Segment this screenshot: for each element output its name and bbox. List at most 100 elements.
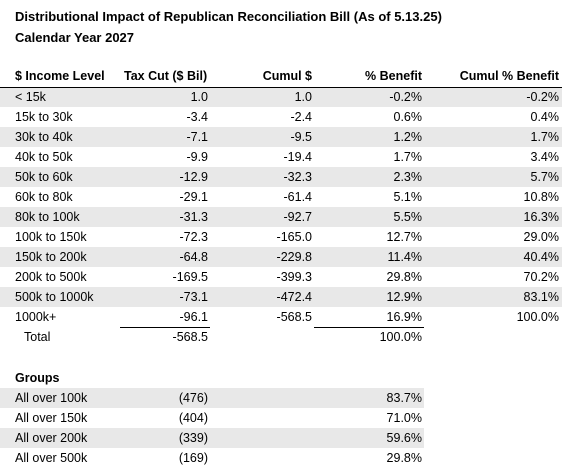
cell-income-level[interactable]: 1000k+: [15, 310, 57, 324]
group-tax-cut[interactable]: (169): [178, 451, 208, 465]
cell-pct-benefit[interactable]: 1.7%: [393, 150, 423, 164]
cell-income-level[interactable]: 500k to 1000k: [0, 287, 120, 307]
cell-pct-benefit[interactable]: 16.9%: [314, 307, 424, 328]
cell-tax-cut[interactable]: -12.9: [120, 167, 210, 187]
cell-income-level[interactable]: 60k to 80k: [15, 190, 73, 204]
cell-cumul-pct-benefit[interactable]: 40.4%: [424, 247, 562, 267]
cell[interactable]: [210, 388, 314, 408]
group-tax-cut[interactable]: (339): [120, 428, 210, 448]
total-label[interactable]: Total: [24, 330, 51, 344]
cell[interactable]: [210, 408, 314, 428]
cell[interactable]: [424, 408, 562, 428]
cell-cumul-dollars[interactable]: -19.4: [283, 150, 313, 164]
table-row: 80k to 100k -31.3 -92.7 5.5% 16.3%: [0, 207, 574, 227]
cell-tax-cut[interactable]: 1.0: [120, 87, 210, 107]
header-tax-cut[interactable]: Tax Cut ($ Bil): [120, 66, 210, 88]
cell-income-level[interactable]: 100k to 150k: [15, 230, 87, 244]
cell-cumul-dollars[interactable]: -32.3: [210, 167, 314, 187]
cell-pct-benefit[interactable]: 12.9%: [314, 287, 424, 307]
report-subtitle: Calendar Year 2027: [15, 30, 135, 45]
cell-tax-cut[interactable]: -72.3: [179, 230, 209, 244]
groups-heading[interactable]: Groups: [15, 371, 60, 385]
group-benefit[interactable]: 71.0%: [386, 411, 422, 425]
cell-cumul-pct-benefit[interactable]: 83.1%: [424, 287, 562, 307]
cell[interactable]: [314, 368, 424, 388]
cell[interactable]: [424, 448, 562, 468]
cell-cumul-dollars[interactable]: -399.3: [276, 270, 312, 284]
cell-pct-benefit[interactable]: -0.2%: [314, 87, 424, 107]
cell[interactable]: [424, 368, 562, 388]
group-tax-cut[interactable]: (476): [120, 388, 210, 408]
group-tax-cut[interactable]: (404): [178, 411, 208, 425]
cell-income-level[interactable]: 30k to 40k: [0, 127, 120, 147]
cell-cumul-pct-benefit[interactable]: 1.7%: [424, 127, 562, 147]
cell-income-level[interactable]: 50k to 60k: [0, 167, 120, 187]
cell-cumul-dollars[interactable]: -2.4: [290, 110, 312, 124]
cell-pct-benefit[interactable]: 5.5%: [314, 207, 424, 227]
cell-cumul-pct-benefit[interactable]: 16.3%: [424, 207, 562, 227]
cell[interactable]: [424, 327, 562, 347]
cell-tax-cut[interactable]: -9.9: [186, 150, 208, 164]
cell-cumul-pct-benefit[interactable]: 5.7%: [424, 167, 562, 187]
cell-cumul-dollars[interactable]: -92.7: [210, 207, 314, 227]
cell-cumul-dollars[interactable]: -229.8: [210, 247, 314, 267]
cell-cumul-dollars[interactable]: -9.5: [210, 127, 314, 147]
header-cumul-pct-benefit[interactable]: Cumul % Benefit: [424, 66, 562, 88]
cell-cumul-pct-benefit[interactable]: 3.4%: [530, 150, 560, 164]
cell-pct-benefit[interactable]: 12.7%: [386, 230, 422, 244]
cell-cumul-pct-benefit[interactable]: 70.2%: [523, 270, 559, 284]
cell-income-level[interactable]: 150k to 200k: [0, 247, 120, 267]
cell-pct-benefit[interactable]: 5.1%: [393, 190, 423, 204]
cell-cumul-dollars[interactable]: -61.4: [283, 190, 313, 204]
group-benefit[interactable]: 29.8%: [386, 451, 422, 465]
cell[interactable]: [120, 368, 210, 388]
group-label[interactable]: All over 500k: [15, 451, 88, 465]
cell-income-level[interactable]: 200k to 500k: [15, 270, 87, 284]
header-cumul-dollars[interactable]: Cumul $: [210, 66, 314, 88]
cell-tax-cut[interactable]: -73.1: [120, 287, 210, 307]
cell-cumul-pct-benefit[interactable]: 29.0%: [523, 230, 559, 244]
cell-pct-benefit[interactable]: 29.8%: [386, 270, 422, 284]
cell[interactable]: [424, 428, 562, 448]
cell-tax-cut[interactable]: -29.1: [179, 190, 209, 204]
cell-tax-cut[interactable]: -3.4: [186, 110, 208, 124]
cell[interactable]: [210, 327, 314, 347]
cell[interactable]: [210, 368, 314, 388]
cell[interactable]: [210, 448, 314, 468]
cell-tax-cut[interactable]: -64.8: [120, 247, 210, 267]
cell-pct-benefit[interactable]: 0.6%: [393, 110, 423, 124]
cell-pct-benefit[interactable]: 2.3%: [314, 167, 424, 187]
cell-cumul-dollars[interactable]: -165.0: [276, 230, 312, 244]
group-benefit[interactable]: 59.6%: [314, 428, 424, 448]
total-benefit[interactable]: 100.0%: [379, 330, 422, 345]
total-tax-cut[interactable]: -568.5: [172, 330, 208, 345]
cell-income-level[interactable]: < 15k: [0, 87, 120, 107]
cell-tax-cut[interactable]: -31.3: [120, 207, 210, 227]
cell-cumul-pct-benefit[interactable]: 100.0%: [516, 310, 559, 324]
spacer-cell: [562, 327, 574, 347]
cell-cumul-dollars[interactable]: 1.0: [210, 87, 314, 107]
cell-income-level[interactable]: 80k to 100k: [0, 207, 120, 227]
cell[interactable]: [210, 428, 314, 448]
cell-cumul-pct-benefit[interactable]: -0.2%: [424, 87, 562, 107]
cell-income-level[interactable]: 40k to 50k: [15, 150, 73, 164]
cell[interactable]: [424, 388, 562, 408]
cell-income-level[interactable]: 15k to 30k: [15, 110, 73, 124]
header-pct-benefit[interactable]: % Benefit: [314, 66, 424, 88]
cell-tax-cut[interactable]: -169.5: [172, 270, 208, 284]
cell-cumul-dollars[interactable]: -472.4: [210, 287, 314, 307]
cell-cumul-pct-benefit[interactable]: 10.8%: [523, 190, 559, 204]
cell-tax-cut[interactable]: -96.1: [120, 307, 210, 328]
header-income-level[interactable]: $ Income Level: [0, 66, 120, 88]
group-label[interactable]: All over 150k: [15, 411, 88, 425]
group-benefit[interactable]: 83.7%: [314, 388, 424, 408]
cell-pct-benefit[interactable]: 1.2%: [314, 127, 424, 147]
cell-tax-cut[interactable]: -7.1: [120, 127, 210, 147]
group-label[interactable]: All over 200k: [0, 428, 120, 448]
cell-cumul-dollars[interactable]: -568.5: [276, 310, 312, 324]
spacer-cell: [562, 87, 574, 107]
cell-cumul-pct-benefit[interactable]: 0.4%: [530, 110, 560, 124]
group-label[interactable]: All over 100k: [0, 388, 120, 408]
cell-pct-benefit[interactable]: 11.4%: [314, 247, 424, 267]
report-title: Distributional Impact of Republican Reco…: [15, 9, 442, 24]
